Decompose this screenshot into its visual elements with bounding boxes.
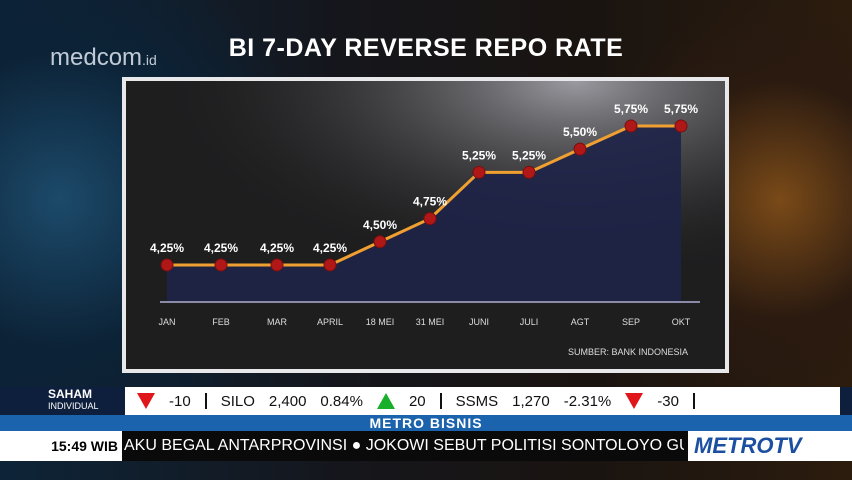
divider	[204, 393, 207, 409]
news-crawl: AKU BEGAL ANTARPROVINSI ● JOKOWI SEBUT P…	[124, 437, 684, 454]
ticker-percent: 0.84%	[320, 392, 363, 410]
ticker-price: 1,270	[512, 392, 550, 410]
x-tick-label: JULI	[520, 317, 539, 327]
ticker-symbol: SSMS	[455, 392, 499, 410]
x-tick-label: FEB	[212, 317, 230, 327]
area-fill	[167, 126, 681, 302]
stock-ticker: SAHAM INDIVIDUAL -10 SILO 2,400 0.84% 20 …	[0, 387, 852, 415]
x-tick-label: SEP	[622, 317, 640, 327]
data-point	[373, 235, 387, 249]
chart-title: BI 7-DAY REVERSE REPO RATE	[228, 34, 624, 62]
x-tick-label: JUNI	[469, 317, 489, 327]
data-label: 4,75%	[413, 195, 447, 209]
ticker-change: -30	[657, 392, 679, 410]
data-point	[423, 212, 437, 226]
metrotv-logo: METROTV	[688, 431, 852, 461]
x-tick-label: 31 MEI	[416, 317, 445, 327]
data-label: 5,75%	[614, 102, 648, 116]
data-point	[270, 258, 284, 272]
divider	[439, 393, 442, 409]
source-note: SUMBER: BANK INDONESIA	[568, 347, 688, 357]
ticker-price: 2,400	[268, 392, 307, 410]
data-label: 4,25%	[204, 241, 238, 255]
data-point	[472, 165, 486, 179]
ticker-label: SAHAM INDIVIDUAL	[48, 387, 99, 411]
data-point	[214, 258, 228, 272]
ticker-symbol: SILO	[220, 392, 255, 410]
ticker-change: 20	[408, 392, 426, 410]
data-label: 5,75%	[664, 102, 698, 116]
data-label: 5,25%	[512, 148, 546, 162]
data-label: 4,25%	[313, 241, 347, 255]
down-arrow-icon	[625, 393, 644, 409]
data-label: 4,50%	[363, 218, 397, 232]
program-name: METRO BISNIS	[0, 415, 852, 431]
medcom-logo: medcom.id	[50, 44, 157, 71]
down-arrow-icon	[137, 393, 155, 409]
x-tick-label: MAR	[267, 317, 288, 327]
divider	[692, 393, 695, 409]
data-point	[624, 119, 638, 133]
x-tick-label: AGT	[571, 317, 590, 327]
x-tick-label: OKT	[672, 317, 691, 327]
clock: 15:49 WIB	[0, 431, 122, 461]
news-crawl-bar: 15:49 WIB AKU BEGAL ANTARPROVINSI ● JOKO…	[0, 431, 852, 461]
data-point	[323, 258, 337, 272]
data-label: 5,50%	[563, 125, 597, 139]
data-label: 5,25%	[462, 148, 496, 162]
x-tick-label: 18 MEI	[366, 317, 395, 327]
data-label: 4,25%	[260, 241, 294, 255]
data-point	[522, 165, 536, 179]
x-tick-label: APRIL	[317, 317, 343, 327]
data-point	[160, 258, 174, 272]
data-point	[674, 119, 688, 133]
up-arrow-icon	[376, 393, 395, 409]
ticker-change: -10	[169, 392, 191, 410]
data-label: 4,25%	[150, 241, 184, 255]
data-point	[573, 142, 587, 156]
x-tick-label: JAN	[158, 317, 175, 327]
ticker-percent: -2.31%	[563, 392, 612, 410]
